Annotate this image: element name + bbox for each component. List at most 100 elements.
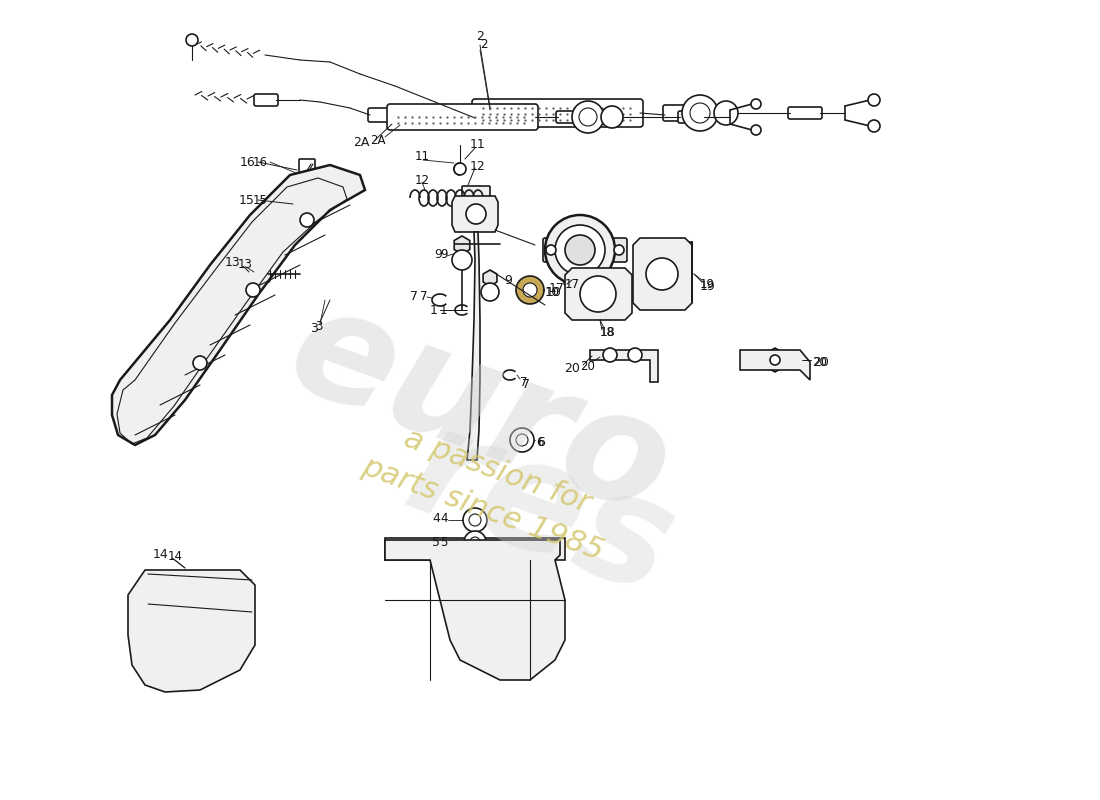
Circle shape [572,101,604,133]
Circle shape [464,531,486,553]
Polygon shape [590,350,658,382]
Text: 13: 13 [238,258,253,270]
Circle shape [580,276,616,312]
FancyBboxPatch shape [543,238,559,262]
Text: 18: 18 [600,326,616,339]
Circle shape [516,276,544,304]
Text: 13: 13 [224,257,240,270]
Polygon shape [740,350,810,380]
Text: 20: 20 [564,362,580,374]
FancyBboxPatch shape [368,108,390,122]
Text: 6: 6 [537,437,544,450]
FancyBboxPatch shape [663,105,689,121]
Text: 17: 17 [565,278,580,291]
Text: 9: 9 [440,249,448,262]
Text: 17: 17 [549,282,565,294]
FancyBboxPatch shape [680,242,692,302]
Circle shape [544,215,615,285]
Circle shape [614,245,624,255]
Circle shape [300,213,313,227]
Text: 2A: 2A [370,134,385,146]
Circle shape [565,235,595,265]
Circle shape [579,108,597,126]
Circle shape [246,283,260,297]
Text: 20: 20 [580,359,595,373]
Text: 15: 15 [239,194,255,206]
Text: 14: 14 [152,549,168,562]
FancyBboxPatch shape [299,159,315,179]
Text: 4: 4 [432,511,440,525]
FancyBboxPatch shape [472,99,644,127]
Circle shape [690,103,710,123]
Circle shape [452,250,472,270]
FancyBboxPatch shape [788,107,822,119]
Polygon shape [468,232,480,460]
Circle shape [186,34,198,46]
Text: 19: 19 [700,281,716,294]
Text: 14: 14 [168,550,183,562]
Text: 10: 10 [544,286,560,299]
Text: 3: 3 [310,322,318,334]
Polygon shape [385,540,565,680]
FancyBboxPatch shape [678,111,706,123]
FancyBboxPatch shape [385,538,565,560]
Text: 3: 3 [315,321,322,334]
Circle shape [601,106,623,128]
Text: 4: 4 [440,511,448,525]
FancyBboxPatch shape [246,266,270,282]
Circle shape [868,120,880,132]
Text: 6: 6 [536,437,543,450]
Text: 12: 12 [470,161,486,174]
Text: 16: 16 [240,155,255,169]
Text: 10: 10 [546,286,562,299]
Text: 2A: 2A [353,135,370,149]
Text: 5: 5 [440,535,448,549]
Circle shape [770,355,780,365]
Text: 18: 18 [600,326,615,338]
Text: 11: 11 [470,138,486,151]
Circle shape [522,283,537,297]
FancyBboxPatch shape [564,267,596,285]
Circle shape [481,283,499,301]
Text: 19: 19 [700,278,715,291]
Circle shape [466,204,486,224]
Text: res: res [387,394,692,626]
FancyBboxPatch shape [254,94,278,106]
Circle shape [714,101,738,125]
Circle shape [463,508,487,532]
Text: 9: 9 [504,274,512,286]
FancyBboxPatch shape [556,111,576,123]
Circle shape [682,95,718,131]
Text: euro: euro [270,273,690,547]
Text: 1: 1 [440,303,448,317]
Text: 1: 1 [430,303,438,317]
Text: 7: 7 [522,378,530,390]
Circle shape [454,163,466,175]
Text: a passion for
parts since 1985: a passion for parts since 1985 [359,414,622,566]
Text: 2: 2 [480,38,487,51]
Circle shape [603,348,617,362]
Polygon shape [632,238,692,310]
Circle shape [516,434,528,446]
Polygon shape [128,570,255,692]
Circle shape [646,258,678,290]
Polygon shape [565,268,632,320]
Circle shape [469,514,481,526]
Text: 20: 20 [813,357,829,370]
Circle shape [192,356,207,370]
Text: 16: 16 [253,155,268,169]
Circle shape [868,94,880,106]
Circle shape [628,348,642,362]
Text: 20: 20 [812,357,827,370]
Text: 2: 2 [476,30,484,43]
Text: 9: 9 [434,249,442,262]
Text: 7: 7 [520,375,528,389]
Circle shape [470,537,480,547]
Polygon shape [452,196,498,232]
FancyBboxPatch shape [462,186,490,200]
Text: 7: 7 [420,290,428,303]
Circle shape [751,99,761,109]
Circle shape [556,225,605,275]
Text: 11: 11 [415,150,430,163]
FancyBboxPatch shape [293,200,319,212]
